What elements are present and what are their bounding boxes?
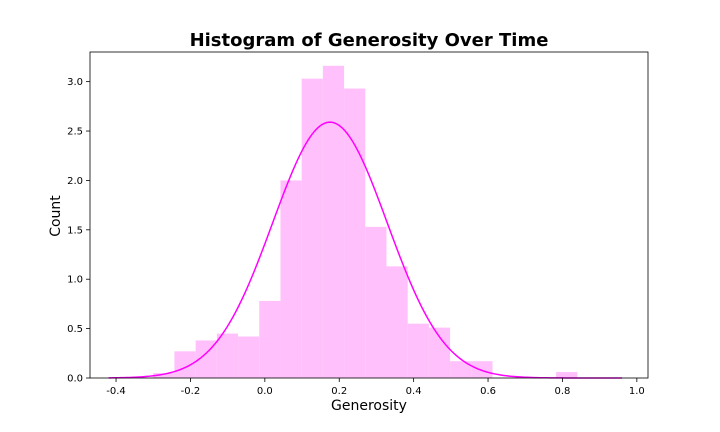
- y-axis-ticks: 0.0 0.5 1.0 1.5 2.0 2.5 3.0: [67, 77, 90, 385]
- histogram-bar: [344, 88, 366, 379]
- histogram-bar: [386, 266, 408, 378]
- histogram-bars: [153, 65, 578, 379]
- y-tick-label: 2.5: [67, 127, 83, 138]
- y-tick-label: 2.0: [67, 176, 83, 187]
- histogram-bar: [174, 351, 196, 378]
- x-tick-label: 0.0: [257, 386, 273, 397]
- x-tick-label: 0.2: [331, 386, 347, 397]
- histogram-bar: [153, 373, 175, 378]
- histogram-bar: [428, 327, 451, 378]
- histogram-bar: [407, 323, 429, 378]
- histogram-bar: [238, 336, 260, 378]
- x-tick-label: 0.4: [406, 386, 422, 397]
- x-axis-label: Generosity: [331, 398, 407, 414]
- histogram-bar: [216, 333, 239, 378]
- x-tick-label: -0.4: [106, 386, 126, 397]
- histogram-bar: [450, 361, 472, 378]
- histogram-bar: [280, 180, 302, 378]
- histogram-bar: [471, 361, 493, 378]
- histogram-bar: [195, 340, 217, 378]
- y-tick-label: 0.5: [67, 324, 83, 335]
- x-tick-label: 0.6: [480, 386, 496, 397]
- histogram-bar: [259, 300, 281, 378]
- histogram-bar: [365, 226, 387, 378]
- x-tick-label: -0.2: [181, 386, 201, 397]
- y-tick-label: 3.0: [67, 77, 83, 88]
- x-tick-label: 0.8: [554, 386, 570, 397]
- x-tick-label: 1.0: [629, 386, 645, 397]
- histogram-bar: [556, 372, 578, 378]
- histogram-bar: [301, 78, 323, 379]
- y-tick-label: 0.0: [67, 374, 83, 385]
- histogram-bar: [322, 65, 345, 378]
- y-tick-label: 1.0: [67, 275, 83, 286]
- y-axis-label: Count: [48, 195, 64, 237]
- y-tick-label: 1.5: [67, 225, 83, 236]
- chart-title: Histogram of Generosity Over Time: [190, 30, 549, 51]
- x-axis-ticks: -0.4 -0.2 0.0 0.2 0.4 0.6 0.8 1.0: [106, 378, 645, 397]
- plot-frame: [89, 51, 649, 379]
